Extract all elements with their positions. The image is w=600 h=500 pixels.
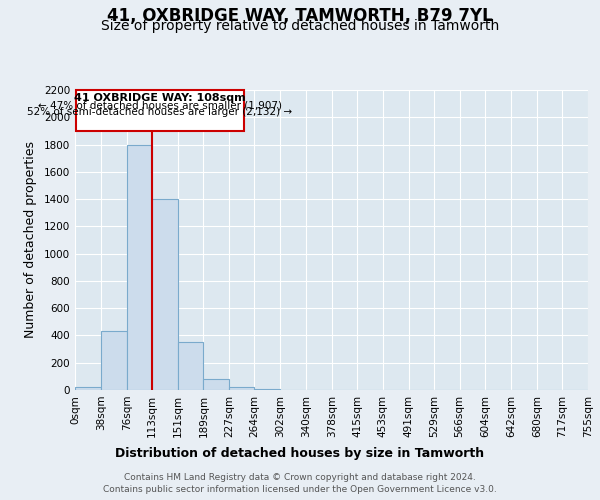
Text: Contains HM Land Registry data © Crown copyright and database right 2024.: Contains HM Land Registry data © Crown c… [124, 472, 476, 482]
Text: ← 47% of detached houses are smaller (1,907): ← 47% of detached houses are smaller (1,… [38, 100, 282, 110]
Bar [229, 386, 254, 390]
Bar [178, 342, 203, 390]
Bar [75, 388, 101, 390]
Text: 41, OXBRIDGE WAY, TAMWORTH, B79 7YL: 41, OXBRIDGE WAY, TAMWORTH, B79 7YL [107, 8, 493, 26]
Text: 41 OXBRIDGE WAY: 108sqm: 41 OXBRIDGE WAY: 108sqm [74, 93, 246, 103]
Bar [101, 332, 127, 390]
Bar [152, 199, 178, 390]
Text: Size of property relative to detached houses in Tamworth: Size of property relative to detached ho… [101, 19, 499, 33]
Bar [127, 144, 152, 390]
Text: Contains public sector information licensed under the Open Government Licence v3: Contains public sector information licen… [103, 485, 497, 494]
Y-axis label: Number of detached properties: Number of detached properties [24, 142, 37, 338]
Bar [203, 379, 229, 390]
Text: 52% of semi-detached houses are larger (2,132) →: 52% of semi-detached houses are larger (… [28, 108, 292, 118]
Text: Distribution of detached houses by size in Tamworth: Distribution of detached houses by size … [115, 448, 485, 460]
FancyBboxPatch shape [76, 90, 244, 131]
